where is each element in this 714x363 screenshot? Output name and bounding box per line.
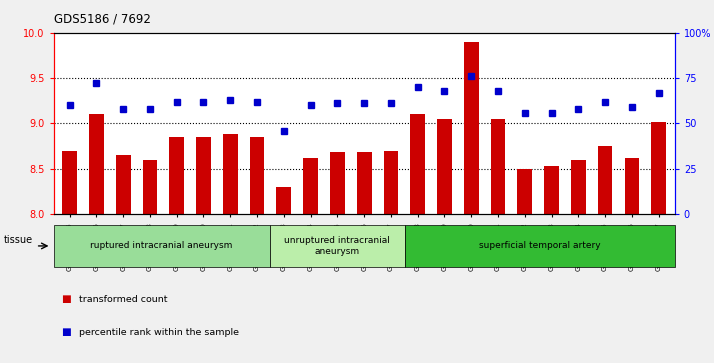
Bar <box>89 114 104 214</box>
Bar <box>544 166 559 214</box>
Bar <box>223 134 238 214</box>
Text: transformed count: transformed count <box>79 295 167 304</box>
Text: superficial temporal artery: superficial temporal artery <box>479 241 600 250</box>
Text: ■: ■ <box>61 294 71 305</box>
Bar <box>357 152 371 214</box>
Bar <box>250 137 264 214</box>
Bar <box>143 160 157 214</box>
Bar <box>571 160 585 214</box>
Bar <box>491 119 506 214</box>
Bar <box>169 137 184 214</box>
Bar <box>598 146 613 214</box>
Bar <box>330 152 345 214</box>
Bar <box>518 169 532 214</box>
Bar <box>411 114 425 214</box>
Text: ■: ■ <box>61 327 71 337</box>
Text: GDS5186 / 7692: GDS5186 / 7692 <box>54 13 151 26</box>
Text: percentile rank within the sample: percentile rank within the sample <box>79 328 238 337</box>
Bar <box>464 42 478 214</box>
Text: unruptured intracranial
aneurysm: unruptured intracranial aneurysm <box>284 236 390 256</box>
Bar <box>651 122 666 214</box>
Bar <box>196 137 211 214</box>
Bar <box>276 187 291 214</box>
Bar <box>116 155 131 214</box>
Bar <box>437 119 452 214</box>
Bar <box>383 151 398 214</box>
Bar <box>625 158 639 214</box>
Text: tissue: tissue <box>4 236 33 245</box>
Bar <box>303 158 318 214</box>
Bar <box>62 151 77 214</box>
Text: ruptured intracranial aneurysm: ruptured intracranial aneurysm <box>91 241 233 250</box>
